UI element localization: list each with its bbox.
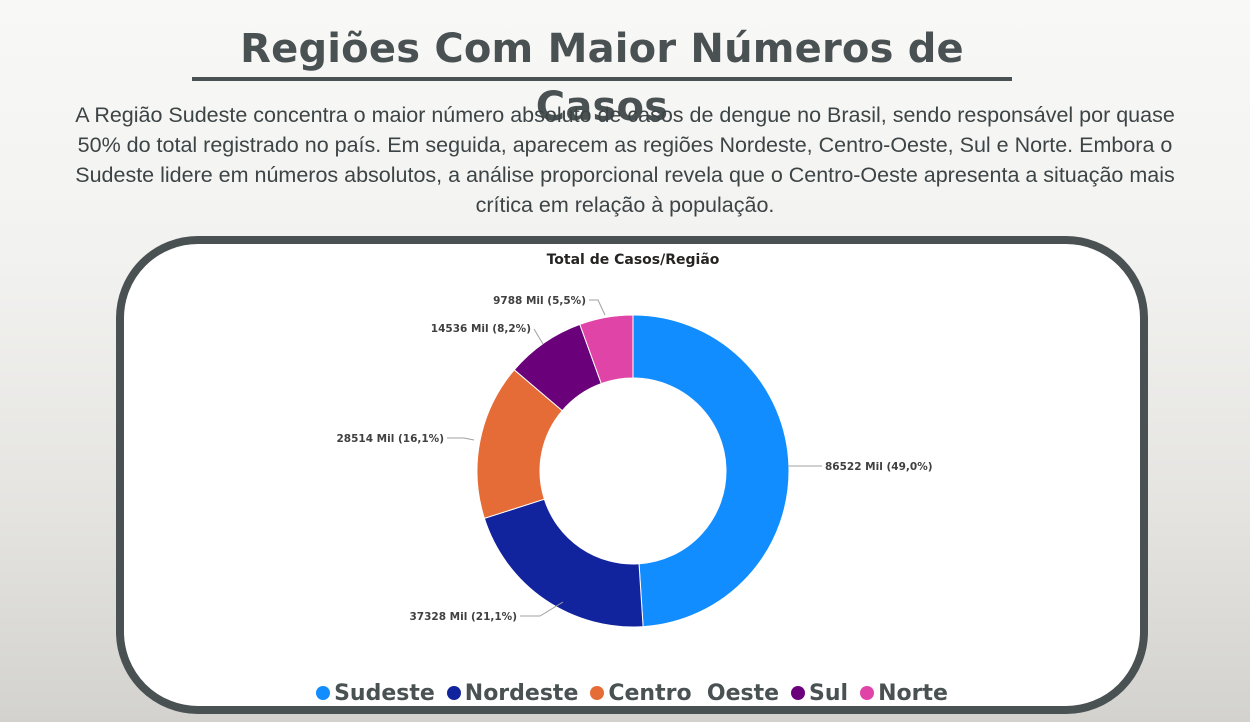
donut-slice-sudeste[interactable] bbox=[632, 314, 790, 628]
page-title: Regiões Com Maior Números de Casos bbox=[240, 26, 964, 130]
donut-slice-nordeste[interactable] bbox=[483, 498, 644, 628]
leader-line bbox=[447, 437, 475, 441]
donut-slice-norte[interactable] bbox=[579, 314, 634, 385]
leader-line bbox=[589, 299, 606, 316]
legend-label: Norte bbox=[878, 680, 948, 706]
legend-label: Sudeste bbox=[334, 680, 435, 706]
legend-item[interactable]: Sudeste bbox=[316, 681, 435, 706]
data-label: 14536 Mil (8,2%) bbox=[431, 323, 531, 335]
legend-item[interactable]: Norte bbox=[860, 681, 948, 706]
data-label: 9788 Mil (5,5%) bbox=[493, 295, 586, 307]
legend-dot-icon bbox=[446, 686, 461, 700]
leader-line bbox=[533, 328, 544, 345]
legend-item[interactable]: Nordeste bbox=[446, 680, 579, 706]
leader-line bbox=[520, 601, 564, 617]
legend-label: Nordeste bbox=[464, 680, 579, 706]
legend-item[interactable]: Centro Oeste bbox=[590, 681, 779, 706]
legend-label: Sul bbox=[809, 680, 849, 706]
legend-dot-icon bbox=[860, 686, 875, 700]
legend-dot-icon bbox=[791, 686, 806, 700]
page-description: A Região Sudeste concentra o maior númer… bbox=[75, 103, 1175, 217]
data-label: 28514 Mil (16,1%) bbox=[336, 433, 444, 445]
legend-dot-icon bbox=[316, 686, 331, 700]
chart-title: Total de Casos/Região bbox=[547, 252, 720, 268]
data-label: 37328 Mil (21,1%) bbox=[409, 611, 517, 623]
chart-legend: Sudeste Nordeste Centro Oeste Sul Norte bbox=[116, 677, 1148, 709]
data-label: 86522 Mil (49,0%) bbox=[825, 461, 933, 473]
legend-dot-icon bbox=[590, 686, 605, 700]
legend-label: Centro Oeste bbox=[608, 680, 780, 706]
legend-item[interactable]: Sul bbox=[791, 681, 848, 706]
title-underline bbox=[192, 77, 1012, 81]
